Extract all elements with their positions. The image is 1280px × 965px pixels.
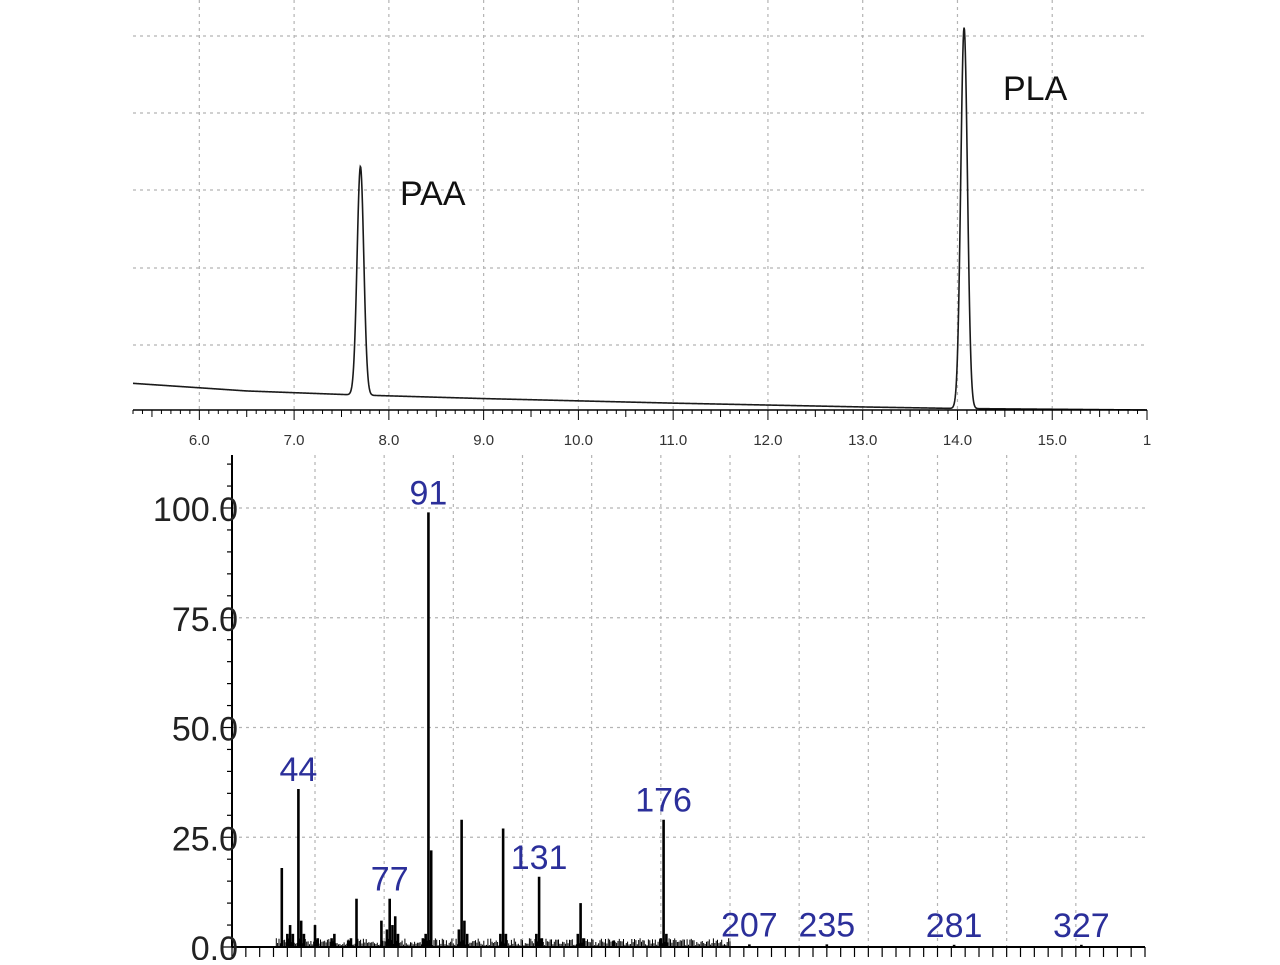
x-tick-label: 14.0 [943,432,972,449]
x-tick-label: 13.0 [848,432,877,449]
peak-mz-label: 327 [1053,907,1110,945]
x-tick-label: 9.0 [473,432,494,449]
peak-mz-label: 281 [926,907,983,945]
y-tick-label: 75.0 [172,601,238,639]
y-tick-label: 0.0 [191,930,238,960]
peak-mz-label: 235 [798,906,855,944]
peak-mz-label: 207 [721,906,778,944]
x-tick-label: 10.0 [564,432,593,449]
x-tick-label: 11.0 [659,432,687,449]
y-tick-label: 100.0 [153,491,238,529]
y-tick-label: 25.0 [172,820,238,858]
x-tick-label: 6.0 [189,432,210,449]
x-tick-label: 8.0 [378,432,399,449]
mass-spectrum-chart: 0.0 25.0 50.0 75.0 100.0 44 77 91 131 176 207 235 28… [153,455,1146,965]
peak-mz-label: 44 [279,751,317,789]
peak-label: PLA [1003,70,1068,108]
x-tick-label: 15.0 [1038,432,1067,449]
peak-mz-label: 131 [511,839,568,877]
chromatogram-chart: 6.0 7.0 8.0 9.0 10.0 11.0 12.0 13.0 14.0 15.0 1 PAA… [132,0,1151,449]
spectrum-noise [275,938,731,947]
peak-label: PAA [400,175,466,213]
y-tick-label: 50.0 [172,711,238,749]
x-tick-label: 1 [1143,432,1151,449]
x-tick-label: 7.0 [284,432,305,449]
peak-mz-label: 77 [371,861,409,899]
peak-mz-label: 176 [635,782,692,820]
chromatogram-trace [132,27,1147,411]
peak-mz-label: 91 [410,474,448,512]
x-tick-label: 12.0 [753,432,782,449]
